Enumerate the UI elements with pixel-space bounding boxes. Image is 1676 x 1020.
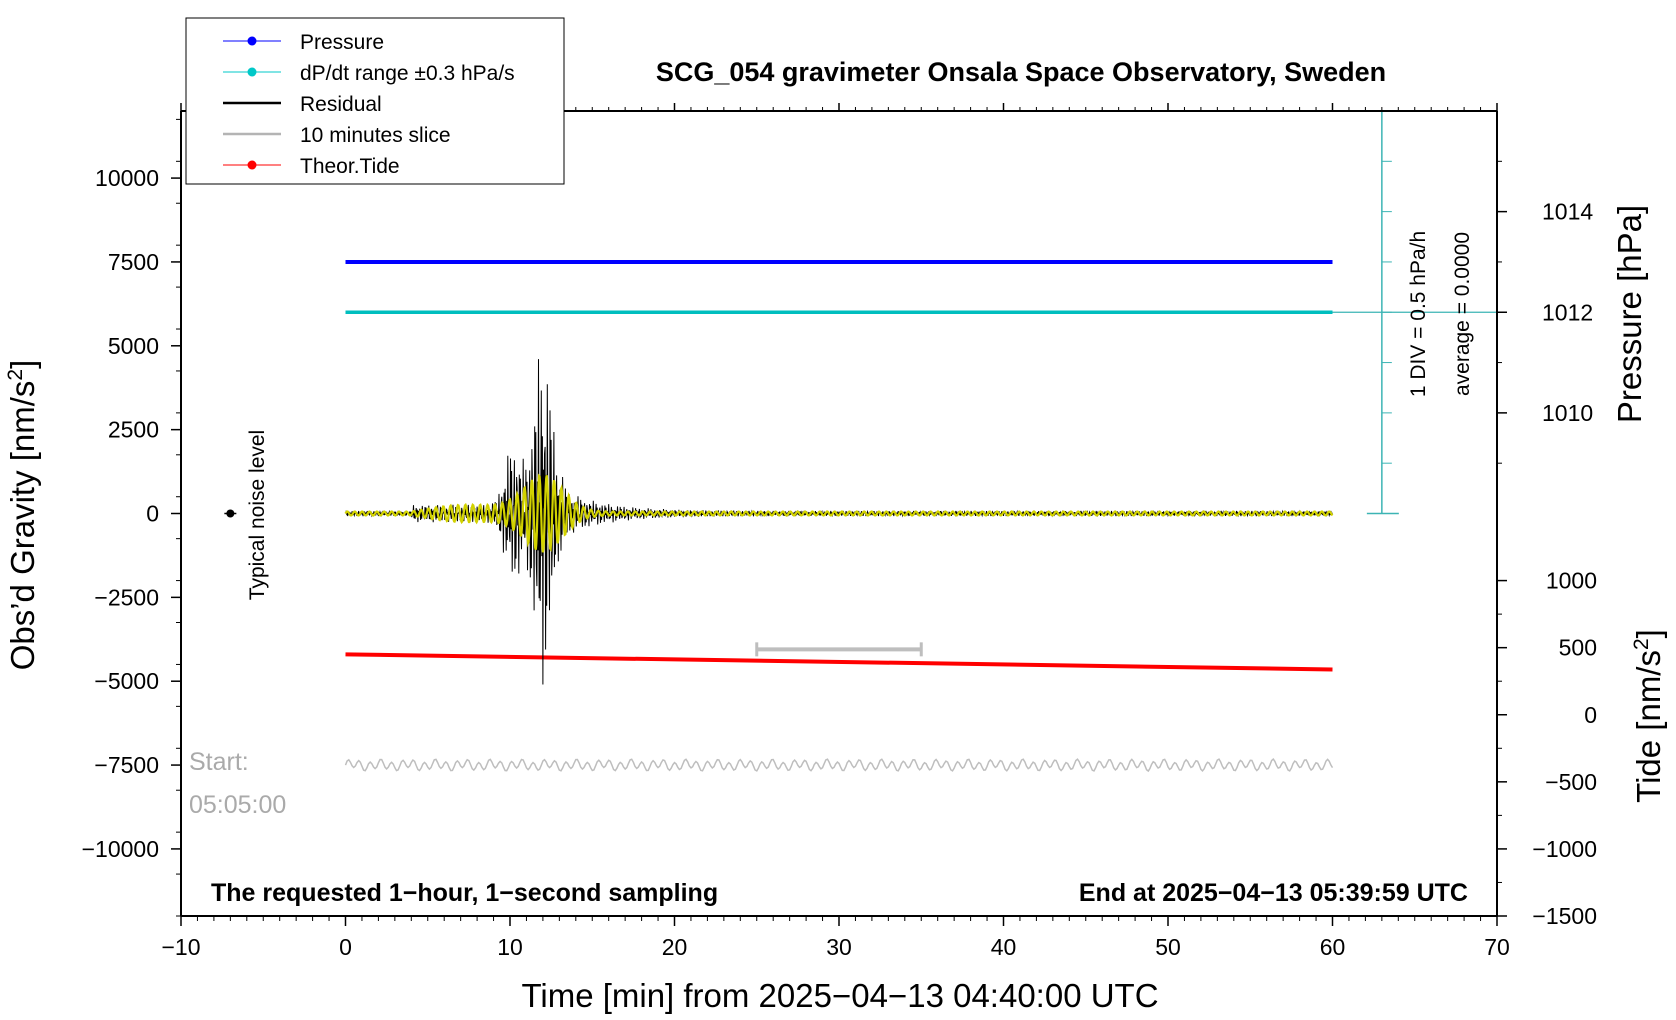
x-tick-label: 30 — [826, 934, 852, 960]
x-tick-label: 20 — [662, 934, 688, 960]
tide-tick-label: −1500 — [1532, 903, 1597, 929]
x-tick-label: 70 — [1484, 934, 1510, 960]
legend-label: Theor.Tide — [300, 155, 400, 178]
y-axis-title-left-main: Obs’d Gravity [nm/s — [4, 381, 41, 671]
y-tick-label: −7500 — [94, 752, 159, 778]
series-layer — [224, 110, 1497, 773]
legend: Pressure dP/dt range ±0.3 hPa/s Residual 10… — [185, 17, 565, 185]
y-axis-title-left-sup: 2 — [4, 369, 27, 381]
x-tick-label: 10 — [497, 934, 523, 960]
tide-tick-label: −500 — [1545, 769, 1597, 795]
y-tick-label: 2500 — [108, 417, 159, 443]
y-tick-label: −5000 — [94, 668, 159, 694]
y-tick-label: 7500 — [108, 249, 159, 275]
legend-box — [185, 17, 565, 185]
pressure-tick-label: 1012 — [1542, 299, 1593, 325]
div-label: 1 DIV = 0.5 hPa/h — [1407, 231, 1430, 397]
y-tick-label: −2500 — [94, 584, 159, 610]
residual-filtered-line — [344, 473, 1334, 553]
y-axis-title-tide-main: Tide [nm/s — [1630, 650, 1667, 803]
y-axis-title-pressure: Pressure [hPa] — [1611, 205, 1648, 423]
sampling-note: The requested 1−hour, 1−second sampling — [211, 879, 718, 907]
tide-tick-label: 1000 — [1546, 568, 1597, 594]
y-axis-title-left-close: ] — [4, 360, 41, 369]
tide-line — [345, 652, 1333, 672]
x-tick-label: −10 — [161, 934, 200, 960]
x-tick-label: 60 — [1320, 934, 1346, 960]
legend-label: Pressure — [300, 31, 384, 54]
legend-label: Residual — [300, 93, 382, 116]
y-tick-label: −10000 — [82, 836, 159, 862]
slice-line — [344, 757, 1334, 773]
x-tick-label: 50 — [1155, 934, 1181, 960]
y-tick-label: 10000 — [95, 165, 159, 191]
start-time-label: 05:05:00 — [189, 791, 286, 819]
y-tick-label: 0 — [146, 501, 159, 527]
chart-title: SCG_054 gravimeter Onsala Space Observat… — [656, 57, 1386, 87]
end-time-note: End at 2025−04−13 05:39:59 UTC — [1079, 879, 1468, 907]
tide-tick-label: −1000 — [1532, 836, 1597, 862]
pressure-tick-label: 1010 — [1542, 400, 1593, 426]
noise-label: Typical noise level — [246, 430, 269, 600]
legend-marker — [247, 36, 257, 46]
x-tick-label: 40 — [991, 934, 1017, 960]
tide-tick-label: 0 — [1584, 702, 1597, 728]
residual-line — [345, 359, 1333, 685]
legend-marker — [247, 160, 257, 170]
pressure-tick-label: 1014 — [1542, 199, 1593, 225]
y-axis-title-left: Obs’d Gravity [nm/s2] — [4, 360, 41, 671]
axis-layer: −10 0 10 20 30 40 50 60 70100007500500025000−250… — [82, 103, 1597, 960]
x-tick-label: 0 — [339, 934, 352, 960]
y-axis-title-tide: Tide [nm/s2] — [1630, 629, 1667, 803]
y-axis-title-tide-close: ] — [1630, 629, 1667, 638]
average-label: average = 0.0000 — [1451, 232, 1474, 396]
legend-marker — [247, 67, 257, 77]
y-axis-title-tide-sup: 2 — [1630, 638, 1653, 650]
y-tick-label: 5000 — [108, 333, 159, 359]
legend-label: 10 minutes slice — [300, 124, 451, 147]
x-axis-title: Time [min] from 2025−04−13 04:40:00 UTC — [521, 977, 1158, 1014]
legend-label: dP/dt range ±0.3 hPa/s — [300, 62, 515, 85]
tide-tick-label: 500 — [1559, 635, 1597, 661]
start-label: Start: — [189, 748, 249, 776]
